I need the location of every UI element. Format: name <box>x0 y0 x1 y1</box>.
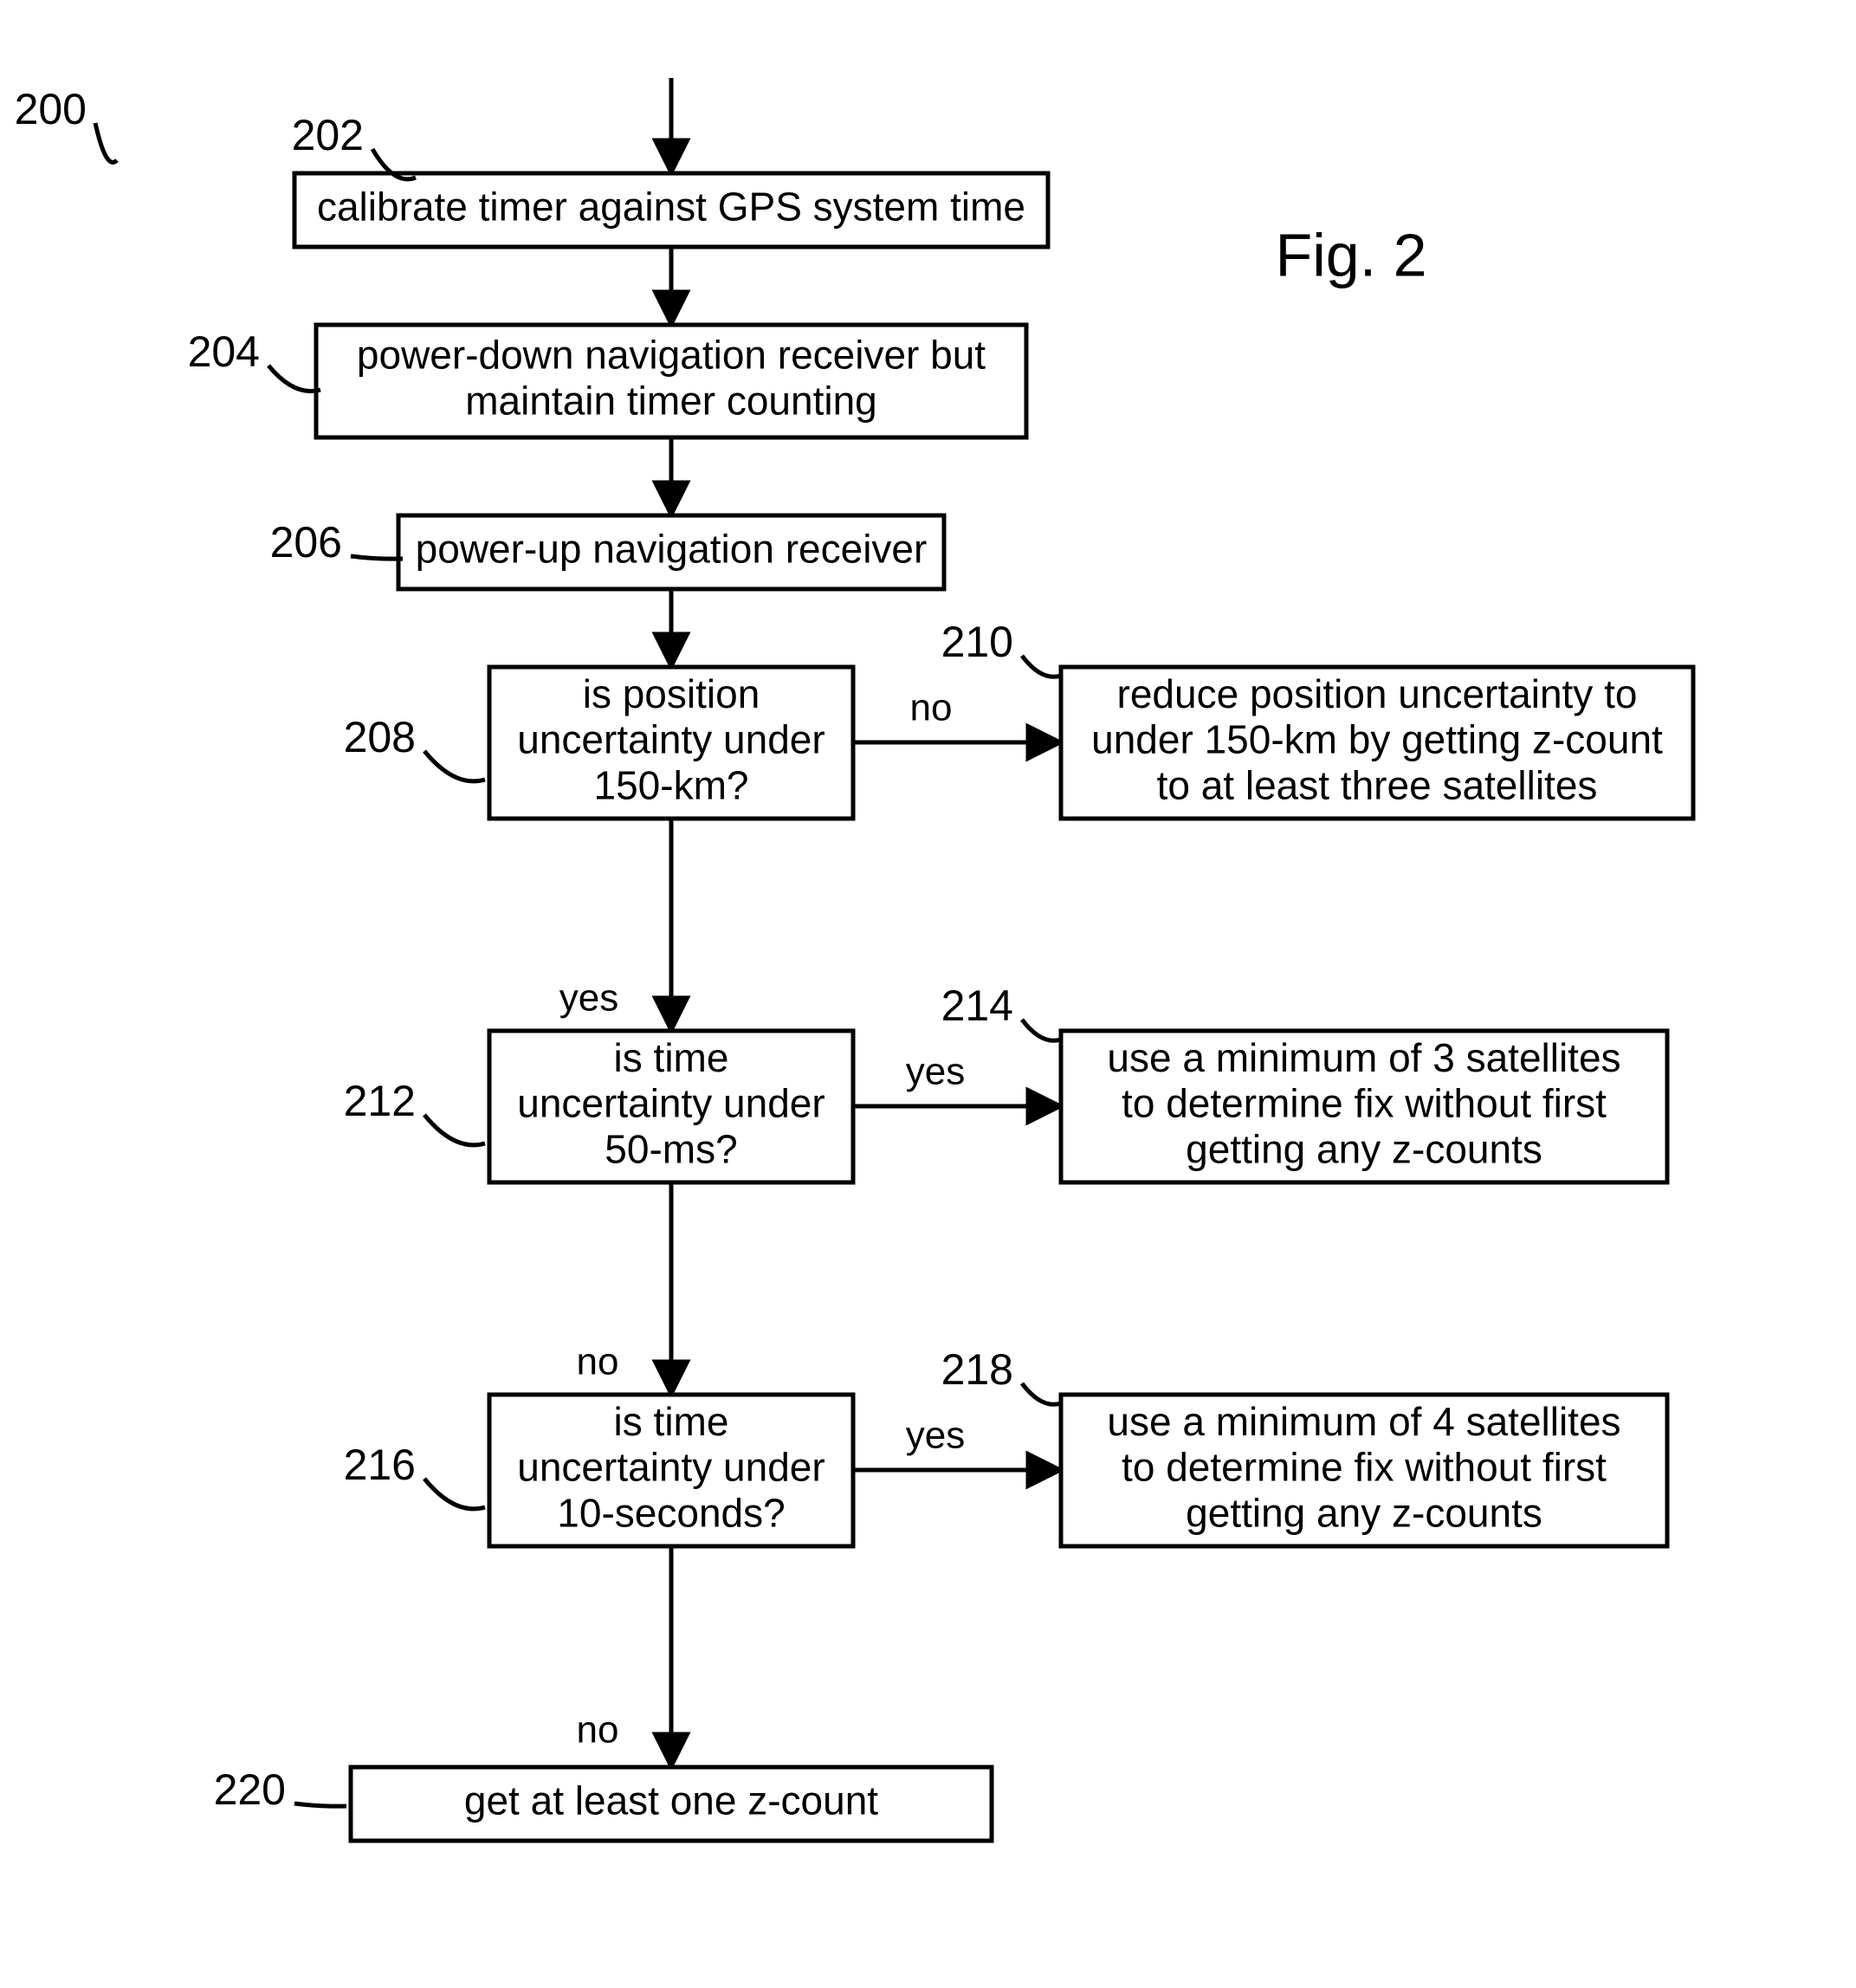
ref-label-202: 202 <box>292 111 364 159</box>
ref-label-208: 208 <box>344 713 416 761</box>
node-text: is time <box>614 1399 729 1444</box>
node-text: under 150-km by getting z-count <box>1091 717 1663 762</box>
node-text: calibrate timer against GPS system time <box>317 185 1025 230</box>
node-text: uncertainty under <box>517 1081 825 1126</box>
flowchart-figure: no yes yes no yes no calibrate timer against … <box>0 0 1856 1988</box>
node-218: use a minimum of 4 satellitesto determin… <box>1061 1395 1667 1546</box>
ref-label-218: 218 <box>941 1345 1013 1394</box>
edge-label: yes <box>906 1415 965 1457</box>
ref-label-216: 216 <box>344 1441 416 1489</box>
node-text: uncertainty under <box>517 1445 825 1490</box>
node-text: 10-seconds? <box>557 1491 785 1536</box>
ref-leader-206 <box>351 556 403 559</box>
node-210: reduce position uncertainty tounder 150-… <box>1061 667 1693 819</box>
node-text: 150-km? <box>594 763 749 808</box>
ref-label-206: 206 <box>270 518 342 567</box>
ref-leader-212 <box>424 1115 485 1145</box>
node-214: use a minimum of 3 satellitesto determin… <box>1061 1031 1667 1182</box>
node-text: power-up navigation receiver <box>416 527 928 572</box>
ref-leader-218 <box>1022 1383 1061 1404</box>
ref-leader-204 <box>268 366 320 392</box>
node-text: is position <box>583 671 760 716</box>
ref-label-200: 200 <box>15 85 87 133</box>
node-text: use a minimum of 3 satellites <box>1107 1035 1620 1080</box>
figure-title: Fig. 2 <box>1275 221 1426 288</box>
edge-label: no <box>910 687 953 729</box>
node-text: reduce position uncertainty to <box>1117 671 1638 716</box>
node-204: power-down navigation receiver butmainta… <box>316 325 1026 437</box>
node-text: 50-ms? <box>605 1127 737 1172</box>
node-text: to at least three satellites <box>1157 763 1598 808</box>
ref-label-220: 220 <box>214 1765 286 1814</box>
edge-label: no <box>577 1709 619 1752</box>
node-text: use a minimum of 4 satellites <box>1107 1399 1620 1444</box>
node-text: uncertainty under <box>517 717 825 762</box>
node-208: is positionuncertainty under150-km? <box>489 667 853 819</box>
ref-leader-210 <box>1022 656 1061 677</box>
ref-label-204: 204 <box>188 327 260 376</box>
node-212: is timeuncertainty under50-ms? <box>489 1031 853 1182</box>
ref-leader-214 <box>1022 1020 1061 1040</box>
node-text: get at least one z-count <box>464 1778 878 1823</box>
ref-leader-220 <box>294 1803 346 1806</box>
edge-label: yes <box>559 977 618 1020</box>
node-text: to determine fix without first <box>1122 1081 1607 1126</box>
node-text: maintain timer counting <box>465 379 877 424</box>
ref-label-212: 212 <box>344 1077 416 1125</box>
node-216: is timeuncertainty under10-seconds? <box>489 1395 853 1546</box>
ref-leader-216 <box>424 1479 485 1509</box>
node-text: to determine fix without first <box>1122 1445 1607 1490</box>
edge-label: no <box>577 1341 619 1383</box>
node-text: power-down navigation receiver but <box>357 333 986 378</box>
node-text: getting any z-counts <box>1186 1491 1542 1536</box>
ref-label-214: 214 <box>941 981 1013 1030</box>
node-206: power-up navigation receiver <box>398 515 944 589</box>
edge-label: yes <box>906 1051 965 1093</box>
node-202: calibrate timer against GPS system time <box>294 173 1048 247</box>
ref-label-210: 210 <box>941 618 1013 666</box>
node-text: getting any z-counts <box>1186 1127 1542 1172</box>
node-text: is time <box>614 1035 729 1080</box>
node-220: get at least one z-count <box>351 1767 992 1841</box>
ref-leader-208 <box>424 751 485 781</box>
ref-leader-200 <box>95 123 117 162</box>
